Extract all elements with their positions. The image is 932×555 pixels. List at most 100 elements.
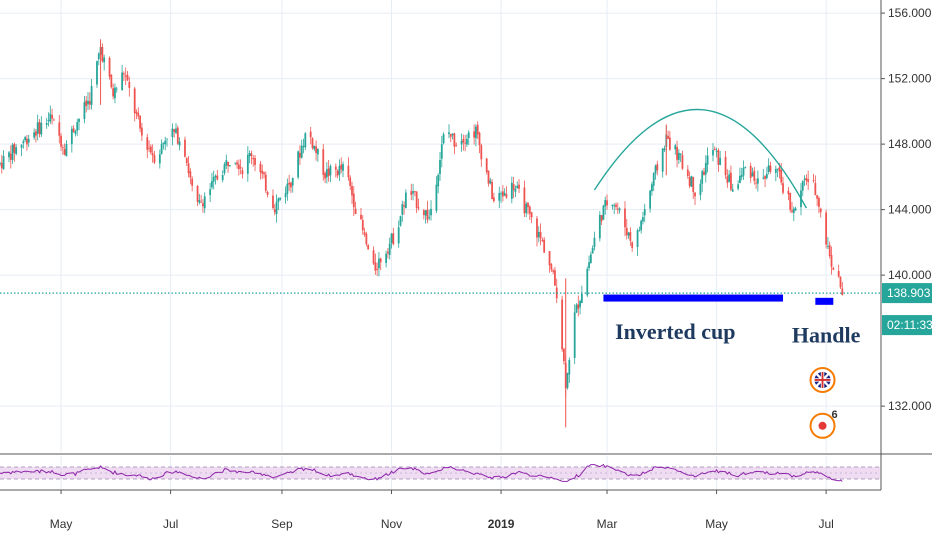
event-badge-count: 6 — [832, 409, 838, 421]
candle-body-142 — [354, 208, 357, 214]
candle-body-188 — [473, 131, 476, 138]
candle-body-67 — [166, 138, 168, 140]
countdown-tag — [882, 315, 932, 336]
candle-body-334 — [839, 276, 842, 288]
candle-body-161 — [403, 205, 405, 207]
candle-body-249 — [625, 227, 628, 236]
candle-body-106 — [264, 174, 267, 191]
candle-body-25 — [61, 147, 64, 149]
candle-body-56 — [139, 116, 141, 129]
candle-body-236 — [591, 247, 594, 254]
candle-body-126 — [315, 146, 317, 153]
candle-body-324 — [814, 182, 817, 196]
candle-body-306 — [767, 165, 770, 173]
candle-body-321 — [805, 178, 808, 181]
candle-body-216 — [541, 239, 544, 241]
candle-body-125 — [313, 145, 316, 150]
candle-body-15 — [36, 122, 39, 134]
candle-body-323 — [812, 180, 815, 182]
candle-body-240 — [602, 205, 605, 220]
alert-event-icon: 6 — [809, 409, 838, 439]
candle-body-212 — [530, 212, 533, 218]
candle-body-303 — [762, 177, 765, 179]
candle-body-309 — [776, 168, 779, 170]
candle-body-59 — [148, 148, 150, 149]
y-tick-label-2: 148.000 — [888, 137, 932, 151]
candle-body-282 — [706, 155, 709, 165]
candle-body-144 — [361, 220, 364, 231]
candle-body-65 — [162, 142, 165, 144]
candle-body-322 — [807, 179, 810, 182]
candle-body-113 — [284, 193, 287, 198]
uk-flag-icon — [809, 366, 836, 393]
candle-body-333 — [837, 270, 840, 277]
x-tick-label-3: Nov — [381, 517, 402, 531]
candle-body-280 — [703, 171, 705, 175]
candle-body-232 — [580, 293, 583, 304]
candle-body-75 — [187, 163, 190, 174]
candle-body-203 — [510, 182, 513, 199]
candle-body-221 — [554, 270, 556, 286]
candle-body-243 — [611, 204, 614, 207]
cup-base-bar — [603, 294, 784, 302]
candle-body-164 — [412, 191, 414, 194]
candle-body-319 — [801, 180, 804, 191]
candle-body-2 — [2, 156, 5, 170]
candle-body-137 — [342, 164, 344, 171]
candle-body-237 — [593, 237, 596, 248]
candle-body-132 — [329, 165, 332, 176]
candle-body-166 — [415, 191, 418, 208]
candle-body-292 — [731, 189, 734, 192]
candle-body-181 — [453, 133, 456, 147]
candle-body-315 — [791, 210, 793, 212]
candle-body-268 — [674, 145, 677, 150]
candle-body-254 — [638, 230, 641, 232]
candle-body-300 — [753, 170, 756, 181]
candle-body-247 — [618, 208, 621, 211]
candle-body-127 — [316, 148, 319, 155]
candle-body-283 — [712, 149, 714, 156]
handle-bar — [815, 297, 834, 305]
candle-body-204 — [512, 184, 515, 190]
candle-body-155 — [388, 243, 391, 255]
candle-body-12 — [27, 138, 30, 143]
candle-body-124 — [311, 138, 314, 149]
candle-body-195 — [489, 180, 492, 184]
candle-body-145 — [363, 232, 366, 235]
candle-body-180 — [451, 133, 454, 136]
candle-body-99 — [248, 153, 251, 157]
candle-body-257 — [643, 209, 646, 216]
candle-body-32 — [78, 119, 80, 122]
candle-body-325 — [816, 195, 819, 199]
candle-body-41 — [101, 47, 104, 62]
candle-body-244 — [613, 205, 616, 207]
candle-body-76 — [189, 171, 192, 178]
candle-body-270 — [677, 152, 680, 160]
candle-body-172 — [430, 208, 432, 216]
candle-body-34 — [85, 100, 88, 107]
candle-body-66 — [164, 140, 167, 145]
candle-body-80 — [200, 201, 203, 203]
candle-body-184 — [462, 139, 465, 143]
candle-body-21 — [51, 115, 53, 119]
candle-body-151 — [378, 258, 380, 269]
candle-body-165 — [413, 191, 416, 193]
annotations-layer: Inverted cup Handle 6 — [0, 108, 880, 439]
candle-body-177 — [442, 134, 445, 144]
candle-body-14 — [35, 131, 37, 136]
candle-body-27 — [65, 143, 68, 157]
last-price-text: 138.903 — [887, 286, 931, 300]
candle-body-89 — [223, 164, 226, 174]
candle-body-159 — [399, 216, 402, 226]
x-tick-label-6: May — [705, 517, 728, 531]
inverted-cup-arc — [593, 108, 807, 209]
candle-body-160 — [401, 204, 404, 215]
candle-body-302 — [756, 178, 759, 184]
x-tick-label-2: Sep — [271, 517, 293, 531]
last-price-tag — [882, 283, 932, 304]
candle-body-296 — [742, 167, 745, 176]
candle-body-44 — [110, 74, 113, 88]
candle-body-311 — [780, 169, 783, 183]
candle-body-91 — [227, 161, 229, 167]
candle-body-168 — [422, 210, 425, 215]
